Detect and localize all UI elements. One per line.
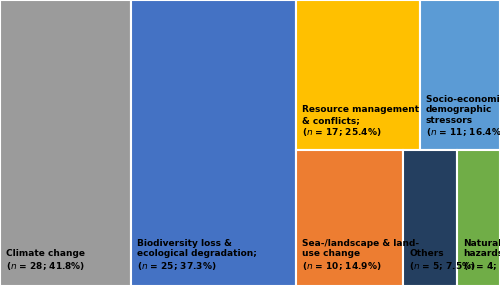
Text: Socio-economic &
demographic
stressors
($n$ = 11; 16.4%): Socio-economic & demographic stressors (… (426, 95, 500, 138)
Text: Biodiversity loss &
ecological degradation;
($n$ = 25; 37.3%): Biodiversity loss & ecological degradati… (137, 239, 257, 272)
Bar (457, 150, 500, 286)
Bar (131, 0, 296, 286)
Text: Natural
hazards
($n$ = 4; 6%): Natural hazards ($n$ = 4; 6%) (463, 239, 500, 272)
Text: Resource management
& conflicts;
($n$ = 17; 25.4%): Resource management & conflicts; ($n$ = … (302, 105, 419, 138)
Text: Climate change
($n$ = 28; 41.8%): Climate change ($n$ = 28; 41.8%) (6, 249, 86, 272)
Bar (296, 150, 404, 286)
Bar (404, 150, 457, 286)
Text: Others
($n$ = 5; 7.5%): Others ($n$ = 5; 7.5%) (410, 249, 476, 272)
Bar (0, 0, 131, 286)
Bar (296, 0, 420, 150)
Bar (420, 0, 500, 150)
Text: Sea-/landscape & land-
use change
($n$ = 10; 14.9%): Sea-/landscape & land- use change ($n$ =… (302, 239, 419, 272)
